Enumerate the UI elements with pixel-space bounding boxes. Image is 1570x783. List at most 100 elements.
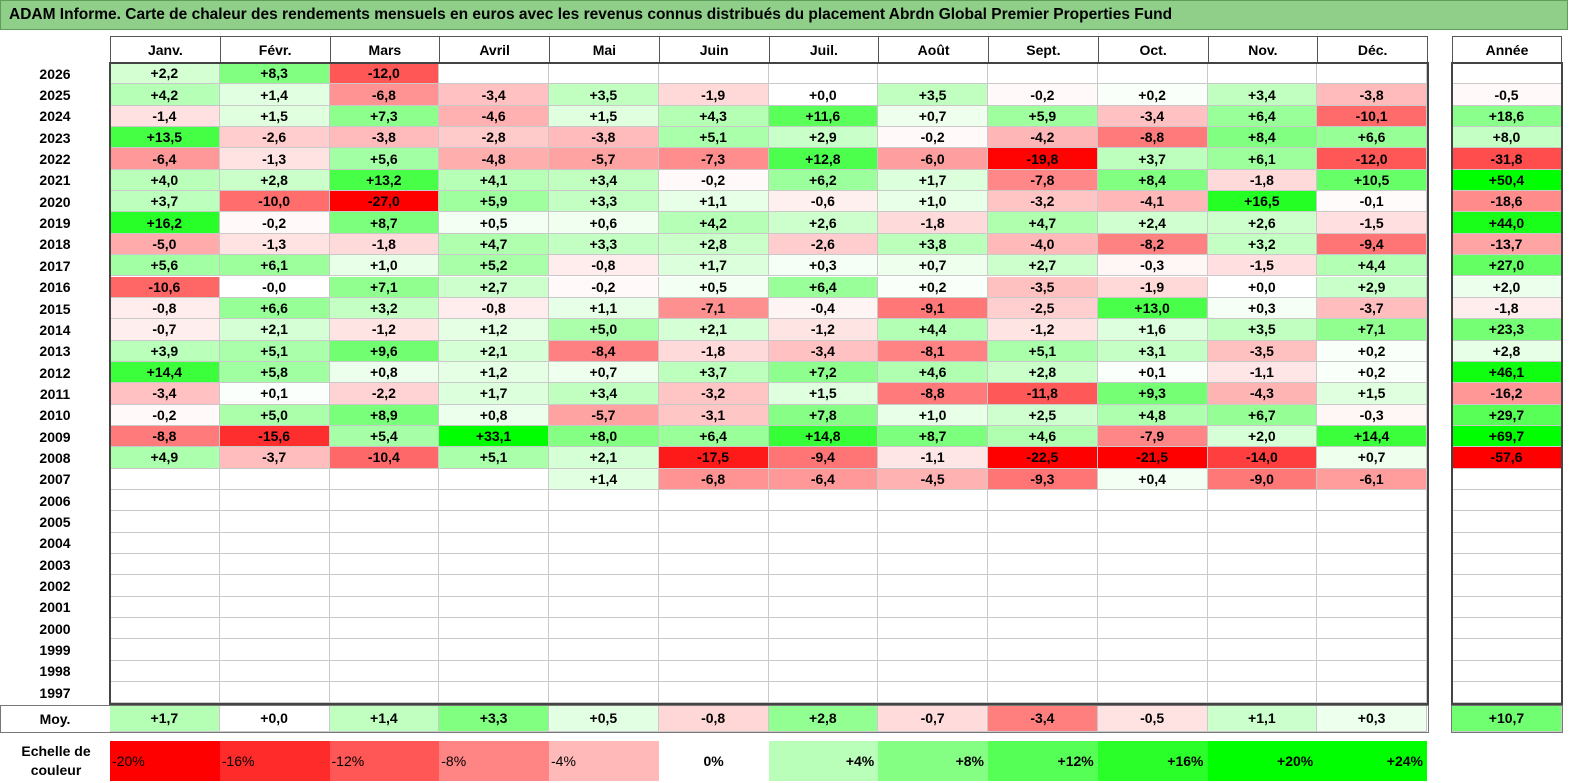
heatmap-cell: +4,1 xyxy=(439,169,549,192)
heatmap-cell xyxy=(329,575,440,597)
heatmap-cell xyxy=(1207,554,1318,576)
heatmap-cell: -0,2 xyxy=(988,84,1098,106)
heatmap-cell: -3,4 xyxy=(1097,105,1208,128)
annual-cell: -1,8 xyxy=(1452,297,1562,320)
heatmap-cell: +6,6 xyxy=(1317,127,1427,149)
heatmap-cell: +0,2 xyxy=(1317,361,1427,384)
heatmap-cell: -10,0 xyxy=(219,191,330,213)
heatmap-cell: +1,4 xyxy=(549,468,659,490)
heatmap-cell xyxy=(988,554,1098,576)
heatmap-cell: -3,1 xyxy=(658,404,769,426)
heatmap-cell: +1,6 xyxy=(1097,319,1208,341)
annual-cell: -13,7 xyxy=(1452,233,1562,256)
heatmap-cell: +4,6 xyxy=(988,425,1098,448)
heatmap-cell xyxy=(219,682,330,704)
heatmap-cell xyxy=(549,660,659,683)
heatmap-cell xyxy=(439,511,549,533)
heatmap-cell: -0,2 xyxy=(110,404,220,426)
heatmap-cell: +5,9 xyxy=(439,191,549,213)
heatmap-cell: +2,4 xyxy=(1097,212,1208,234)
annual-cell: +23,3 xyxy=(1452,319,1562,341)
heatmap-cell: -9,4 xyxy=(1317,233,1427,256)
heatmap-cell xyxy=(110,490,220,512)
heatmap-cell: +0,7 xyxy=(878,105,988,128)
heatmap-cell: +9,6 xyxy=(329,340,440,362)
year-label: 2022 xyxy=(39,151,71,168)
heatmap-cell: +8,4 xyxy=(1207,127,1318,149)
heatmap-cell: +4,7 xyxy=(988,212,1098,234)
month-header: Déc. xyxy=(1317,36,1428,63)
heatmap-cell: +1,2 xyxy=(439,361,549,384)
heatmap-cell xyxy=(1207,532,1318,555)
heatmap-cell xyxy=(1207,639,1318,661)
month-header: Sept. xyxy=(988,36,1099,63)
annual-cell: +8,0 xyxy=(1452,127,1562,149)
heatmap-cell: +5,6 xyxy=(329,148,440,170)
heatmap-cell xyxy=(658,682,769,704)
heatmap-cell: +3,4 xyxy=(1207,84,1318,106)
heatmap-cell xyxy=(1207,660,1318,683)
heatmap-cell xyxy=(219,532,330,555)
heatmap-cell: +5,9 xyxy=(988,105,1098,128)
heatmap-cell: -2,5 xyxy=(988,297,1098,320)
average-cell: +0,0 xyxy=(219,705,330,732)
heatmap-cell: +5,1 xyxy=(219,340,330,362)
average-cell: +2,8 xyxy=(768,705,879,732)
heatmap-cell: +5,0 xyxy=(219,404,330,426)
heatmap-cell: -6,8 xyxy=(658,468,769,490)
heatmap-cell xyxy=(1097,660,1208,683)
heatmap-cell: +3,5 xyxy=(878,84,988,106)
heatmap-cell xyxy=(878,682,988,704)
month-header: Nov. xyxy=(1207,36,1319,63)
heatmap-cell xyxy=(768,660,879,683)
heatmap-cell xyxy=(1317,596,1427,619)
heatmap-cell xyxy=(439,575,549,597)
heatmap-cell: +3,2 xyxy=(1207,233,1318,256)
month-header: Août xyxy=(878,36,989,63)
heatmap-cell: -7,9 xyxy=(1097,425,1208,448)
heatmap-cell: +1,5 xyxy=(549,105,659,128)
heatmap-cell xyxy=(1207,682,1318,704)
heatmap-cell: +3,4 xyxy=(549,169,659,192)
annual-cell xyxy=(1452,660,1562,683)
heatmap-cell: +0,3 xyxy=(1207,297,1318,320)
heatmap-cell: +7,1 xyxy=(1317,319,1427,341)
heatmap-cell xyxy=(1317,618,1427,640)
annual-cell: -57,6 xyxy=(1452,447,1562,469)
heatmap-cell xyxy=(329,682,440,704)
heatmap-cell: -0,2 xyxy=(878,127,988,149)
heatmap-cell: -9,3 xyxy=(988,468,1098,490)
heatmap-cell: -1,1 xyxy=(1207,361,1318,384)
annual-header: Année xyxy=(1452,36,1562,63)
heatmap-cell: +3,3 xyxy=(549,191,659,213)
heatmap-cell xyxy=(878,554,988,576)
heatmap-cell xyxy=(110,554,220,576)
heatmap-cell: -0,2 xyxy=(658,169,769,192)
heatmap-cell: +7,1 xyxy=(329,276,440,298)
heatmap-cell: +5,8 xyxy=(219,361,330,384)
heatmap-cell: +33,1 xyxy=(439,425,549,448)
heatmap-cell: +0,1 xyxy=(219,383,330,405)
heatmap-cell xyxy=(1097,511,1208,533)
heatmap-cell: +2,7 xyxy=(988,255,1098,277)
heatmap-cell: +4,4 xyxy=(878,319,988,341)
heatmap-cell: -3,2 xyxy=(658,383,769,405)
heatmap-cell: +4,6 xyxy=(878,361,988,384)
legend-swatch: -8% xyxy=(439,741,549,781)
heatmap-cell xyxy=(658,575,769,597)
heatmap-cell xyxy=(549,511,659,533)
month-header: Juin xyxy=(658,36,770,63)
heatmap-cell xyxy=(658,618,769,640)
legend-swatch: +12% xyxy=(988,741,1098,781)
heatmap-cell: +1,7 xyxy=(439,383,549,405)
heatmap-cell: -4,1 xyxy=(1097,191,1208,213)
annual-cell xyxy=(1452,682,1562,704)
heatmap-cell xyxy=(549,490,659,512)
heatmap-cell: +5,2 xyxy=(439,255,549,277)
year-label: 2016 xyxy=(39,279,71,296)
heatmap-cell xyxy=(768,596,879,619)
heatmap-cell: +3,9 xyxy=(110,340,220,362)
month-header: Juil. xyxy=(768,36,880,63)
heatmap-cell: +4,4 xyxy=(1317,255,1427,277)
heatmap-cell xyxy=(1097,554,1208,576)
